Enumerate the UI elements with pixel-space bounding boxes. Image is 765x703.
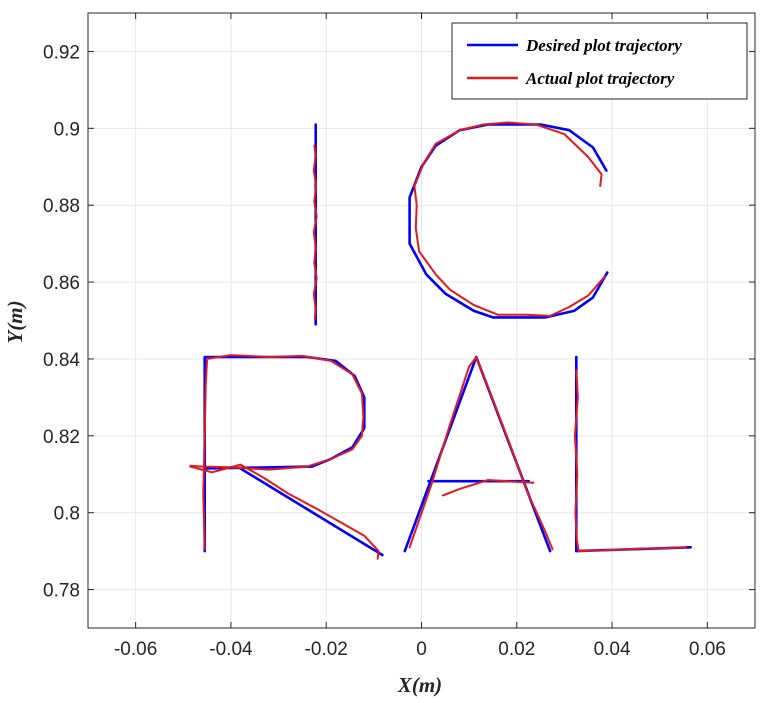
actual-trajectory-line bbox=[413, 121, 606, 317]
x-tick-label: 0.02 bbox=[498, 639, 535, 660]
x-axis-label: X(m) bbox=[397, 673, 442, 697]
y-axis-label: Y(m) bbox=[3, 300, 27, 343]
y-tick-label: 0.8 bbox=[54, 504, 80, 525]
x-tick-label: 0.04 bbox=[594, 639, 631, 660]
legend-label-actual: Actual plot trajectory bbox=[525, 69, 675, 88]
actual-trajectory-line bbox=[312, 144, 318, 320]
y-tick-label: 0.82 bbox=[43, 427, 80, 448]
legend-label-desired: Desired plot trajectory bbox=[525, 36, 682, 55]
series-layer bbox=[189, 121, 693, 560]
actual-trajectory-line bbox=[189, 463, 380, 560]
actual-trajectory-line bbox=[441, 479, 535, 497]
actual-trajectory-line bbox=[408, 356, 554, 551]
grid bbox=[88, 13, 755, 628]
x-tick-label: 0.06 bbox=[689, 639, 726, 660]
x-tick-label: -0.04 bbox=[209, 639, 253, 660]
x-tick-label: -0.06 bbox=[114, 639, 157, 660]
y-tick-label: 0.92 bbox=[43, 42, 80, 63]
y-tick-label: 0.86 bbox=[43, 273, 80, 294]
y-tick-label: 0.78 bbox=[43, 581, 80, 602]
x-tick-label: -0.02 bbox=[305, 639, 348, 660]
actual-trajectory-line bbox=[189, 354, 365, 551]
legend: Desired plot trajectory Actual plot traj… bbox=[451, 22, 748, 100]
desired-trajectory-line bbox=[239, 467, 384, 557]
y-tick-label: 0.84 bbox=[43, 350, 80, 371]
y-tick-label: 0.9 bbox=[54, 119, 80, 140]
x-tick-label: 0 bbox=[416, 639, 427, 660]
y-tick-label: 0.88 bbox=[43, 196, 80, 217]
actual-trajectory-line bbox=[573, 369, 687, 553]
legend-box bbox=[451, 22, 748, 100]
tick-labels: -0.06 -0.04 -0.02 0 0.02 0.04 0.06 0.78 0.8 0.82 0… bbox=[43, 13, 755, 660]
